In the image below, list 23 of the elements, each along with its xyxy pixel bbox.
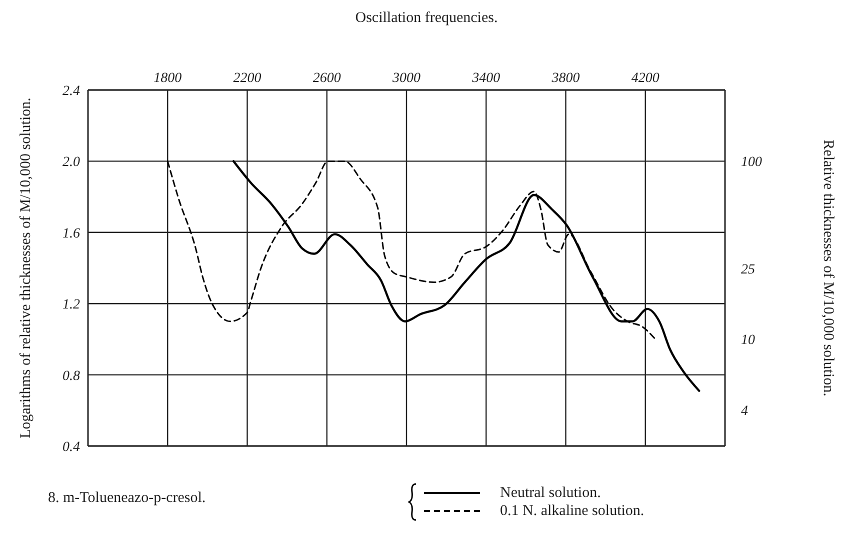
legend-label: 0.1 N. alkaline solution. (500, 502, 644, 520)
y2-tick-label: 100 (741, 155, 762, 170)
x-tick-label: 2200 (233, 71, 262, 86)
x-tick-label: 2600 (312, 71, 341, 86)
text: 8. m-Tolueneazo-p-cresol. (48, 490, 206, 507)
y2-axis-title: Relative thicknesses of M/10,000 solution. (819, 138, 837, 398)
y-tick-label: 1.6 (62, 226, 80, 242)
y-tick-label: 1.2 (62, 298, 80, 313)
x-tick-label: 3000 (392, 71, 420, 86)
y-tick-label: 2.4 (62, 84, 80, 99)
x-tick-label: 1800 (154, 71, 182, 86)
y-axis-title: Logarithms of relative thicknesses of M/10,000 solution. (17, 96, 35, 440)
y2-tick-label: 25 (741, 262, 755, 278)
y2-tick-label: 10 (741, 333, 755, 348)
y2-tick-label: 4 (741, 404, 748, 420)
x-tick-label: 3800 (550, 71, 580, 86)
x-tick-label: 4200 (631, 71, 660, 86)
x-tick-label: 3400 (471, 71, 500, 86)
y-tick-label: 2.0 (62, 155, 80, 170)
legend-label: Neutral solution. (500, 484, 601, 502)
y-tick-label: 0.8 (62, 368, 80, 384)
chart-title: Oscillation frequencies. (354, 10, 499, 27)
y-tick-label: 0.4 (62, 440, 80, 455)
